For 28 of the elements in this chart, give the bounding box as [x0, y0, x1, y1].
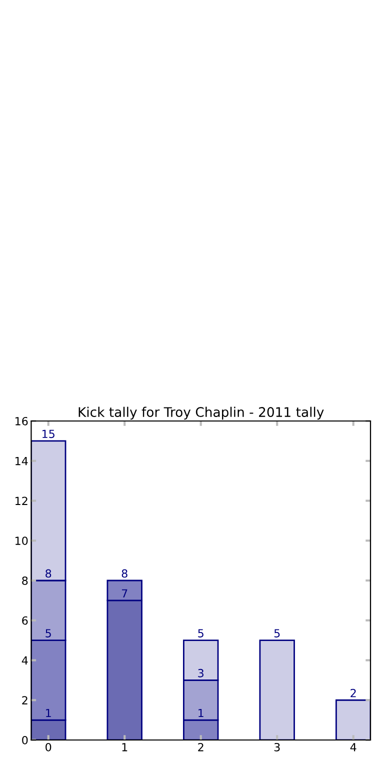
chart-title: Kick tally for Troy Chaplin - 2011 tally: [78, 406, 324, 420]
annotation: 5: [46, 629, 51, 638]
x-tick-label: 4: [350, 743, 356, 752]
x-tick-label: 1: [122, 743, 128, 752]
y-tick-label: 10: [16, 536, 28, 546]
annotation: 2: [350, 688, 356, 698]
y-tick-label: 12: [16, 496, 28, 505]
annotation: 8: [122, 569, 128, 578]
annotation: 7: [122, 589, 128, 598]
x-tick-label: 2: [198, 742, 204, 752]
annotation: 3: [198, 668, 204, 678]
y-tick-label: 4: [22, 656, 28, 664]
annotation: 8: [46, 569, 52, 578]
y-tick-label: 16: [16, 416, 28, 426]
y-tick-label: 6: [22, 616, 28, 625]
annotation: 5: [274, 629, 280, 638]
y-tick-label: 14: [16, 456, 28, 466]
annotation: 1: [198, 708, 204, 718]
x-tick-label: 3: [274, 742, 280, 752]
annotation: 5: [198, 629, 204, 638]
y-tick-label: 0: [22, 736, 28, 744]
annotation: 1: [46, 708, 51, 718]
y-tick-label: 8: [22, 576, 28, 585]
bar: [335, 699, 370, 740]
y-tick-label: 2: [22, 696, 28, 704]
annotation: 15: [42, 430, 54, 438]
x-tick-label: 0: [46, 742, 52, 752]
bar: [259, 640, 295, 740]
